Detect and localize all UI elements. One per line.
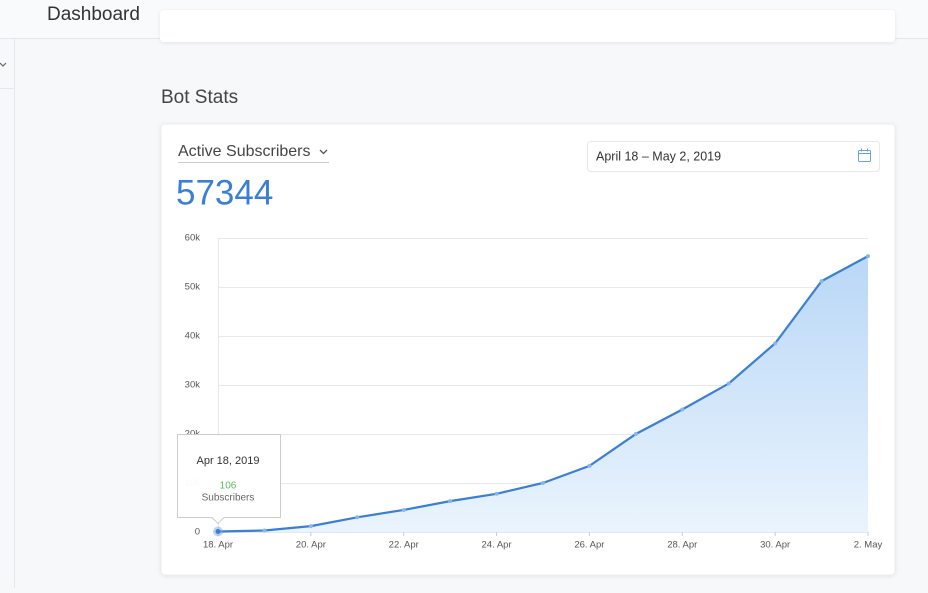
point [494, 491, 499, 496]
point [401, 507, 406, 512]
tooltip-value: 106 [220, 481, 237, 492]
x-tick-label: 18. Apr [203, 540, 233, 551]
x-tick-label: 24. Apr [482, 540, 512, 551]
y-tick-label: 50k [185, 282, 201, 293]
tooltip-label: Subscribers [202, 493, 255, 504]
point [355, 515, 360, 520]
point [448, 499, 453, 504]
y-tick-label: 30k [185, 380, 201, 391]
section-title: Bot Stats [161, 87, 238, 108]
point [866, 254, 870, 259]
x-tick-label: 20. Apr [296, 540, 326, 551]
point [819, 279, 824, 284]
point [773, 341, 778, 346]
point [308, 524, 313, 529]
x-tick-label: 2. May [854, 540, 883, 551]
area [218, 256, 868, 532]
y-tick-label: 40k [185, 331, 201, 342]
point [262, 528, 267, 533]
x-tick-label: 22. Apr [389, 540, 419, 551]
x-tick-label: 30. Apr [760, 540, 790, 551]
headline-number: 57344 [176, 173, 273, 212]
tooltip-date: Apr 18, 2019 [197, 455, 260, 467]
y-tick-label: 60k [185, 233, 201, 244]
tooltip-box [177, 434, 281, 525]
page-title: Dashboard [47, 4, 140, 25]
hover-point [215, 528, 221, 534]
point [680, 407, 685, 412]
date-range: April 18 – May 2, 2019 [596, 149, 721, 163]
previous-card [160, 10, 895, 42]
point [587, 463, 592, 468]
metric-dropdown[interactable]: Active Subscribers [178, 143, 311, 160]
point [541, 481, 545, 485]
dropdown-chevron[interactable] [319, 149, 328, 155]
y-tick-label: 0 [195, 527, 200, 538]
x-tick-label: 26. Apr [574, 540, 604, 551]
point [726, 381, 731, 386]
x-tick-label: 28. Apr [667, 540, 697, 551]
sidebar-chevron[interactable] [0, 62, 7, 67]
date-picker[interactable] [587, 141, 880, 172]
calendar-icon[interactable] [858, 148, 871, 162]
point [633, 432, 638, 436]
